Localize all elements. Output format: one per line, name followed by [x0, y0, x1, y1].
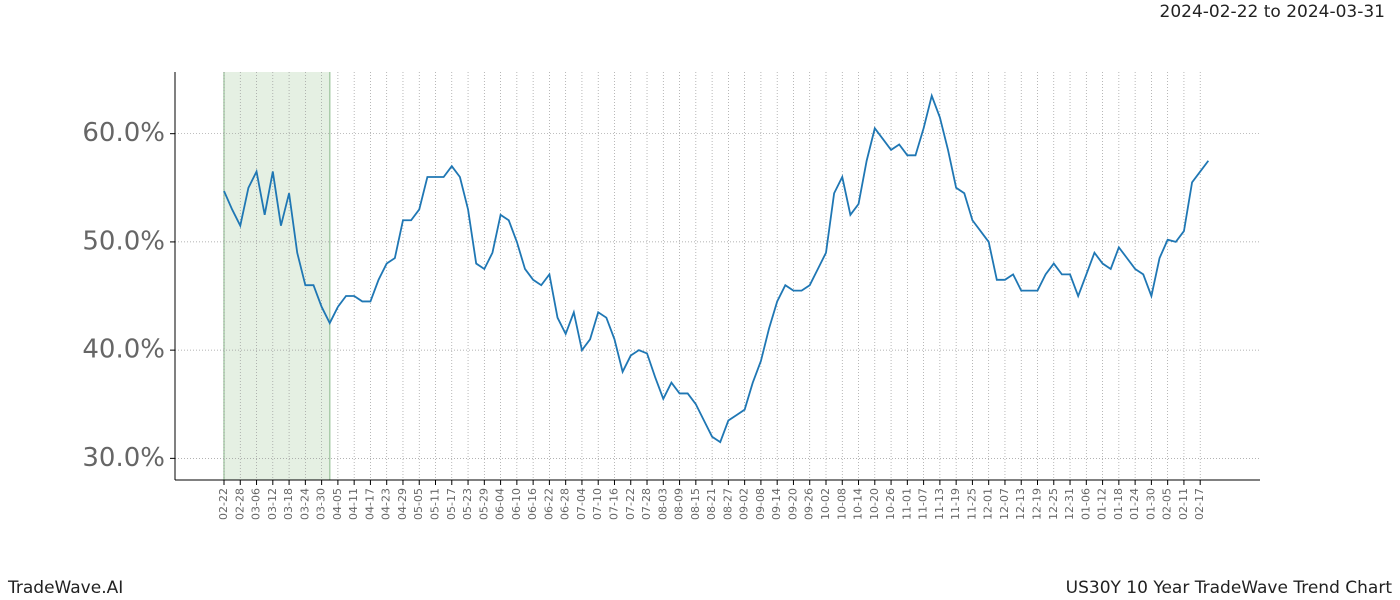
x-tick-label: 05-23	[461, 488, 474, 520]
x-tick-label: 05-29	[477, 488, 490, 520]
x-tick-label: 12-25	[1047, 488, 1060, 520]
x-tick-label: 08-09	[673, 488, 686, 520]
x-tick-label: 04-17	[363, 488, 376, 520]
x-tick-label: 11-13	[933, 488, 946, 520]
x-tick-label: 09-02	[738, 488, 751, 520]
x-tick-label: 08-03	[656, 488, 669, 520]
x-tick-label: 04-29	[396, 488, 409, 520]
y-tick-label: 40.0%	[82, 335, 165, 365]
x-tick-label: 03-18	[282, 488, 295, 520]
x-tick-label: 06-22	[542, 488, 555, 520]
x-tick-label: 08-15	[689, 488, 702, 520]
x-tick-label: 12-07	[998, 488, 1011, 520]
x-tick-label: 06-16	[526, 488, 539, 520]
x-tick-label: 03-30	[315, 488, 328, 520]
x-tick-label: 12-19	[1031, 488, 1044, 520]
x-tick-label: 05-11	[429, 488, 442, 520]
x-tick-label: 12-01	[982, 488, 995, 520]
trend-line	[223, 92, 1210, 444]
x-tick-label: 02-28	[233, 488, 246, 520]
x-tick-label: 10-14	[852, 488, 865, 520]
x-tick-label: 07-10	[591, 488, 604, 520]
y-tick-label: 60.0%	[82, 118, 165, 148]
x-tick-label: 03-12	[266, 488, 279, 520]
x-tick-label: 12-31	[1063, 488, 1076, 520]
y-tick-label: 30.0%	[82, 443, 165, 473]
x-tick-label: 11-19	[949, 488, 962, 520]
x-tick-label: 07-16	[607, 488, 620, 520]
x-tick-label: 10-02	[819, 488, 832, 520]
x-tick-label: 06-10	[510, 488, 523, 520]
x-tick-label: 05-17	[445, 488, 458, 520]
x-tick-label: 06-04	[494, 488, 507, 520]
x-tick-label: 10-08	[835, 488, 848, 520]
x-tick-label: 09-20	[786, 488, 799, 520]
x-tick-label: 03-24	[298, 488, 311, 520]
x-tick-label: 09-14	[770, 488, 783, 520]
y-tick-label: 50.0%	[82, 226, 165, 256]
x-tick-label: 07-28	[640, 488, 653, 520]
x-tick-label: 08-27	[721, 488, 734, 520]
x-tick-label: 01-24	[1128, 488, 1141, 520]
x-tick-label: 06-28	[559, 488, 572, 520]
x-tick-label: 02-22	[217, 488, 230, 520]
x-tick-label: 08-21	[705, 488, 718, 520]
x-tick-label: 07-04	[575, 488, 588, 520]
x-tick-label: 02-05	[1161, 488, 1174, 520]
x-tick-label: 01-06	[1079, 488, 1092, 520]
x-tick-label: 01-30	[1144, 488, 1157, 520]
x-tick-label: 03-06	[250, 488, 263, 520]
x-tick-label: 11-01	[900, 488, 913, 520]
x-tick-label: 01-12	[1096, 488, 1109, 520]
x-tick-label: 01-18	[1112, 488, 1125, 520]
x-tick-label: 07-22	[624, 488, 637, 520]
x-tick-label: 02-17	[1193, 488, 1206, 520]
footer-left: TradeWave.AI	[7, 578, 123, 598]
x-tick-label: 11-25	[965, 488, 978, 520]
x-tick-label: 09-26	[803, 488, 816, 520]
highlight-band	[224, 72, 330, 480]
x-tick-label: 11-07	[917, 488, 930, 520]
x-tick-label: 10-20	[868, 488, 881, 520]
x-tick-label: 04-05	[331, 488, 344, 520]
footer-right: US30Y 10 Year TradeWave Trend Chart	[1066, 578, 1393, 598]
x-tick-label: 05-05	[412, 488, 425, 520]
x-tick-label: 02-11	[1177, 488, 1190, 520]
x-tick-label: 12-13	[1014, 488, 1027, 520]
x-tick-label: 10-26	[884, 488, 897, 520]
x-tick-label: 09-08	[754, 488, 767, 520]
chart-title: 2024-02-22 to 2024-03-31	[1160, 2, 1385, 22]
x-tick-label: 04-23	[380, 488, 393, 520]
x-tick-label: 04-11	[347, 488, 360, 520]
